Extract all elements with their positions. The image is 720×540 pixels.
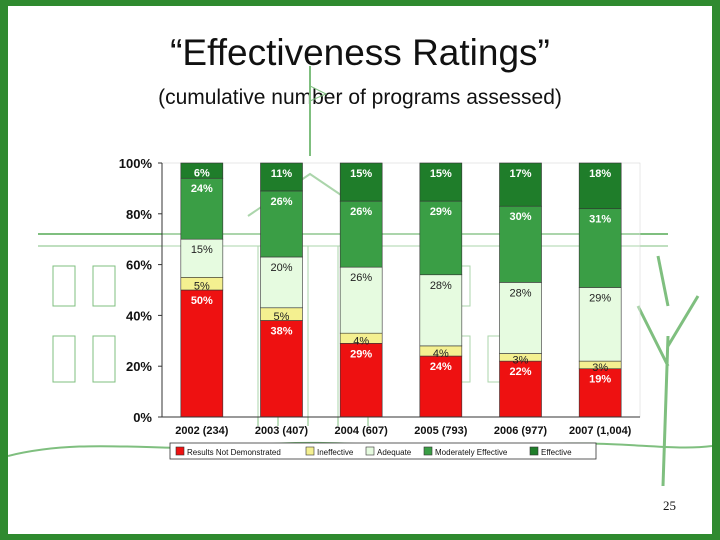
- data-label: 5%: [274, 311, 290, 323]
- data-label: 15%: [430, 168, 452, 180]
- bar-segment: [499, 162, 542, 207]
- data-label: 28%: [509, 287, 531, 299]
- legend-label: Ineffective: [317, 448, 354, 457]
- legend-swatch: [175, 446, 185, 456]
- legend-label: Effective: [541, 448, 572, 457]
- legend-swatch: [529, 446, 539, 456]
- y-tick-label: 80%: [126, 207, 152, 222]
- bar-segment: [419, 274, 463, 347]
- data-label: 26%: [350, 272, 372, 284]
- plot-area: [161, 162, 641, 418]
- bar-segment: [578, 368, 622, 418]
- data-label: 50%: [191, 295, 213, 307]
- data-label: 22%: [509, 366, 531, 378]
- data-label: 4%: [353, 335, 369, 347]
- data-label: 24%: [430, 361, 452, 373]
- bar-segment: [578, 162, 622, 210]
- data-label: 29%: [350, 348, 372, 360]
- bar-segment: [499, 282, 542, 354]
- data-label: 3%: [513, 354, 529, 366]
- data-label: 29%: [589, 292, 611, 304]
- bar-segment: [419, 162, 463, 202]
- bar-segment: [339, 162, 383, 202]
- slide: “Effectiveness Ratings” (cumulative numb…: [8, 6, 712, 534]
- bar-segment: [339, 266, 383, 334]
- x-tick-label: 2002 (234): [175, 425, 229, 437]
- legend-label: Results Not Demonstrated: [187, 448, 281, 457]
- data-label: 17%: [509, 168, 531, 180]
- bar-segment: [180, 177, 224, 240]
- y-tick-label: 100%: [119, 156, 153, 171]
- slide-title: “Effectiveness Ratings”: [170, 32, 550, 73]
- data-label: 4%: [433, 348, 449, 360]
- data-label: 31%: [589, 214, 611, 226]
- slide-subtitle: (cumulative number of programs assessed): [158, 86, 562, 109]
- data-label: 28%: [430, 280, 452, 292]
- legend-box: [169, 442, 597, 460]
- page-number: 25: [663, 498, 676, 513]
- data-label: 20%: [270, 262, 292, 274]
- data-label: 26%: [270, 196, 292, 208]
- legend-label: Moderately Effective: [435, 448, 508, 457]
- bar-segment: [180, 238, 224, 278]
- data-label: 5%: [194, 281, 210, 293]
- bar-segment: [578, 287, 622, 362]
- bar-segment: [419, 200, 463, 276]
- bar-segment: [260, 256, 303, 309]
- x-axis: 2002 (234) 2003 (407) 2004 (607) 2005 (793)…: [162, 416, 640, 437]
- bar-segment: [180, 162, 224, 179]
- y-tick-label: 60%: [126, 258, 152, 273]
- bar-segment: [260, 190, 303, 258]
- y-tick-label: 20%: [126, 359, 152, 374]
- data-label: 26%: [350, 206, 372, 218]
- data-label: 30%: [509, 211, 531, 223]
- bars-layer: [180, 162, 622, 418]
- x-tick-label: 2003 (407): [255, 425, 309, 437]
- legend-swatch: [423, 446, 433, 456]
- data-label: 18%: [589, 168, 611, 180]
- bar-segment: [339, 200, 383, 268]
- bar-segment: [499, 205, 542, 283]
- legend-swatch: [365, 446, 375, 456]
- data-label: 38%: [270, 325, 292, 337]
- bar-segment: [419, 355, 463, 418]
- y-tick-label: 40%: [126, 308, 152, 323]
- bar-segment: [260, 162, 303, 192]
- x-tick-label: 2004 (607): [335, 425, 389, 437]
- bar-labels-layer: 50%5%15%24%6%38%5%20%26%11%29%4%26%26%15…: [191, 168, 612, 386]
- y-tick-label: 0%: [133, 410, 152, 425]
- effectiveness-ratings-chart: 50%5%15%24%6%38%5%20%26%11%29%4%26%26%15…: [119, 156, 641, 460]
- legend-swatch: [305, 446, 315, 456]
- data-label: 6%: [194, 168, 210, 180]
- legend: Results Not Demonstrated Ineffective Adequ…: [169, 442, 597, 460]
- bar-segment: [499, 360, 542, 418]
- data-label: 3%: [592, 362, 608, 374]
- data-label: 11%: [271, 168, 293, 180]
- x-tick-label: 2007 (1,004): [569, 425, 632, 437]
- legend-label: Adequate: [377, 448, 412, 457]
- data-label: 15%: [350, 168, 372, 180]
- data-label: 24%: [191, 183, 213, 195]
- y-axis: 0% 20% 40% 60% 80% 100%: [119, 156, 163, 425]
- x-tick-label: 2005 (793): [414, 425, 468, 437]
- data-label: 19%: [589, 374, 611, 386]
- data-label: 29%: [430, 206, 452, 218]
- data-label: 15%: [191, 244, 213, 256]
- x-tick-label: 2006 (977): [494, 425, 548, 437]
- bar-segment: [339, 343, 383, 418]
- bar-segment: [180, 289, 224, 418]
